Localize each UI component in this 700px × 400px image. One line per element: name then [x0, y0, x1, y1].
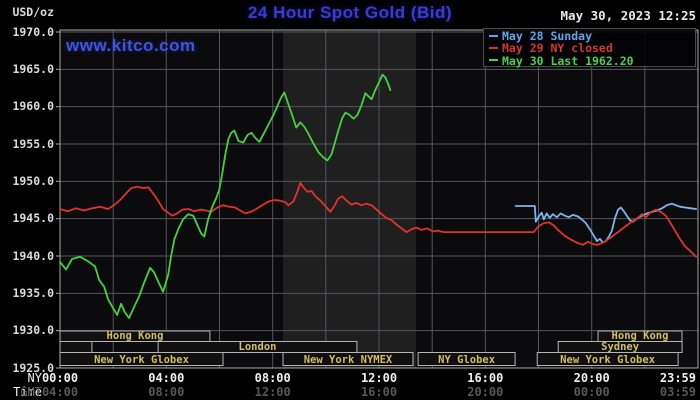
price-unit-label: USD/oz — [12, 5, 54, 19]
legend-panel: May 28 Sunday May 29 NY closed May 30 Last… — [483, 28, 696, 67]
session-label: NY Globex — [438, 354, 496, 366]
legend-item: May 30 Last 1962.20 — [487, 53, 695, 68]
price-axis-label: 1935.0 — [12, 285, 54, 300]
legend-item: May 29 NY closed — [487, 42, 695, 54]
kitco-watermark-link[interactable]: www.kitco.com — [66, 36, 196, 55]
legend-label: May 28 Sunday — [502, 29, 593, 43]
chart-title: 24 Hour Spot Gold (Bid) — [247, 3, 453, 22]
price-axis-label: 1960.0 — [12, 99, 54, 114]
session-label: Sydney — [601, 341, 640, 353]
session-box — [59, 330, 211, 342]
time-axis-gmt-label: 12:00 — [254, 385, 291, 399]
price-axis-label: 1965.0 — [12, 61, 54, 76]
session-box — [417, 352, 516, 366]
price-axis-label: 1945.0 — [12, 211, 54, 226]
gmt-row-label: GMT — [20, 385, 42, 399]
price-axis-label: 1930.0 — [12, 323, 54, 338]
time-axis-ny-label: 23:59 — [659, 371, 696, 385]
session-label: New York Globex — [560, 354, 656, 366]
time-axis-gmt-label: 03:59 — [659, 385, 696, 399]
session-label: London — [239, 341, 277, 353]
price-axis-label: 1940.0 — [12, 248, 54, 263]
plot-frame — [59, 29, 699, 369]
legend-label: May 30 Last 1962.20 — [502, 53, 634, 68]
series-line-1 — [59, 181, 697, 258]
session-box — [536, 352, 679, 366]
legend-item: May 28 Sunday — [487, 30, 695, 42]
time-axis-gmt-label: 20:00 — [467, 385, 504, 399]
legend-dash-swatch — [489, 34, 498, 37]
time-axis-ny-label: 20:00 — [573, 371, 610, 385]
time-axis-ny-label: 08:00 — [254, 371, 291, 385]
session-label: New York NYMEX — [304, 354, 393, 366]
legend-dash-swatch — [489, 46, 498, 49]
time-axis-ny-label: 00:00 — [41, 371, 79, 385]
session-box — [282, 352, 414, 366]
time-axis-ny-label: 16:00 — [467, 371, 504, 385]
price-axis-label: 1955.0 — [12, 136, 54, 151]
time-axis-gmt-label: 04:00 — [41, 385, 79, 399]
legend-label: May 29 NY closed — [502, 41, 613, 56]
session-box — [59, 341, 93, 353]
session-label: Hong Kong — [107, 330, 164, 342]
session-label: New York Globex — [94, 354, 190, 366]
time-axis-gmt-label: 08:00 — [148, 385, 185, 399]
time-axis-gmt-label: 00:00 — [573, 385, 610, 399]
series-line-2 — [59, 73, 392, 319]
price-axis-label: 1950.0 — [12, 173, 54, 188]
session-label: Hong Kong — [612, 330, 669, 342]
price-axis-label: 1970.0 — [12, 24, 54, 39]
session-box — [157, 341, 358, 353]
time-axis-gmt-label: 16:00 — [360, 385, 398, 399]
session-box — [59, 352, 224, 366]
nymex-session-shade — [283, 31, 417, 368]
price-axis-label: 1925.0 — [12, 360, 54, 375]
time-axis-ny-label: 04:00 — [148, 371, 185, 385]
time-axis-ny-label: 12:00 — [360, 371, 398, 385]
datetime-label: May 30, 2023 12:25 — [560, 8, 696, 23]
legend-dash-swatch — [489, 59, 498, 62]
ny-time-row-label: NY Time — [13, 371, 42, 399]
